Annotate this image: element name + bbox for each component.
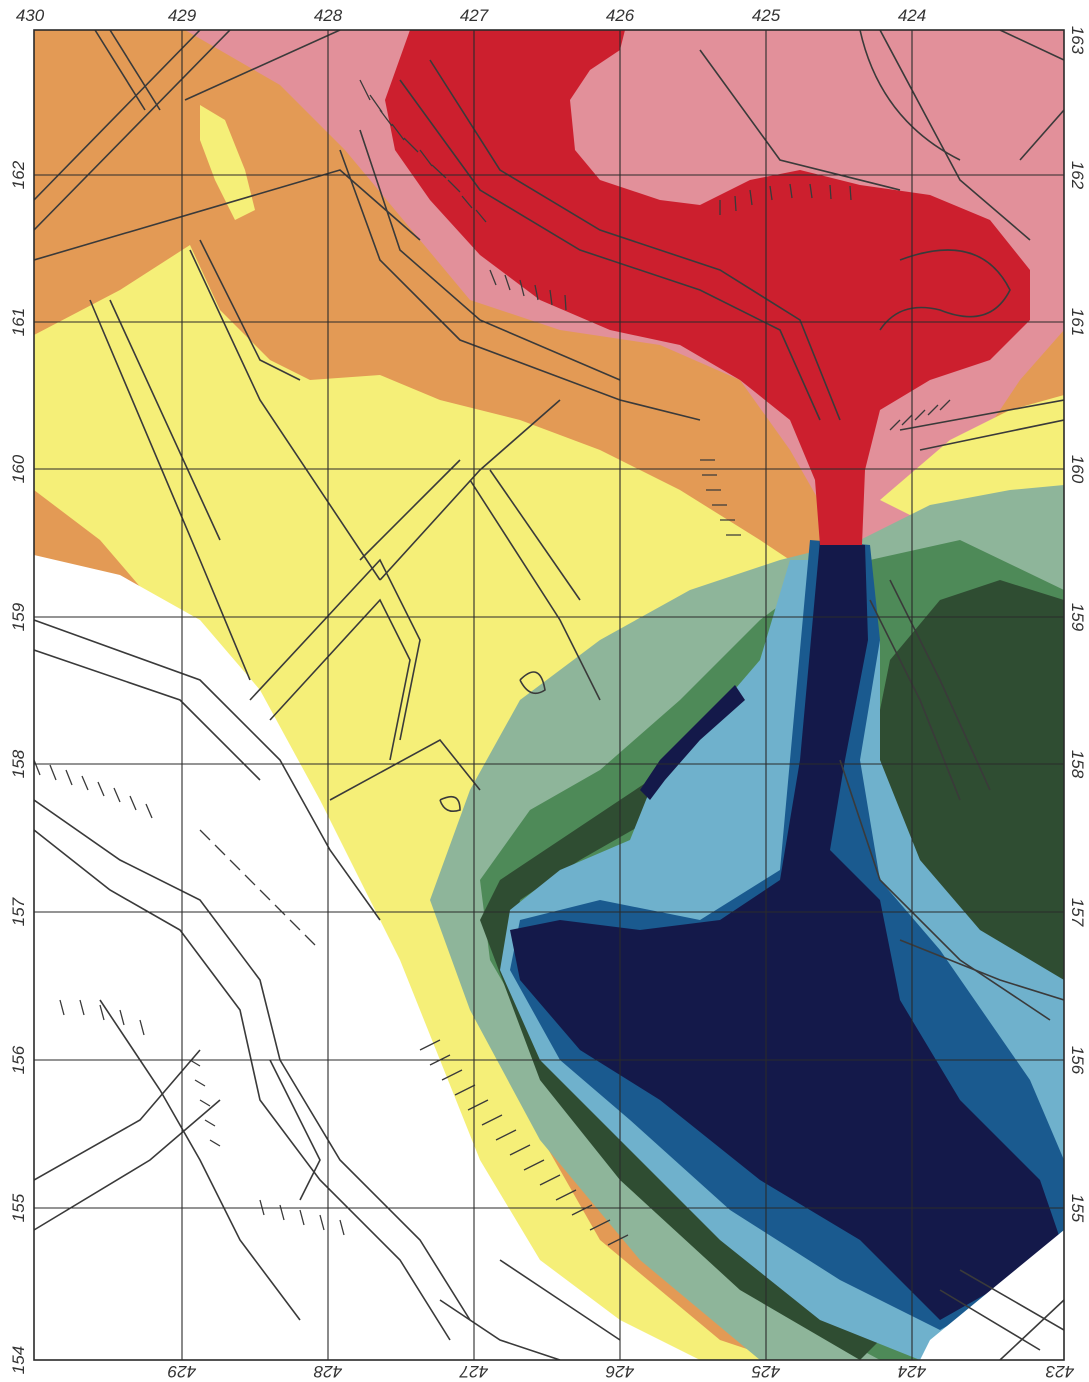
left-tick-label: 160 bbox=[9, 454, 28, 483]
left-tick-label: 158 bbox=[9, 749, 28, 778]
top-tick-label: 427 bbox=[460, 6, 489, 25]
right-tick-label: 159 bbox=[1068, 603, 1087, 632]
left-tick-label: 161 bbox=[9, 308, 28, 336]
top-tick-label: 424 bbox=[898, 6, 926, 25]
left-tick-label: 162 bbox=[9, 160, 28, 189]
zone-navy-finger bbox=[640, 685, 745, 800]
zone-red bbox=[385, 30, 1030, 545]
right-tick-label: 158 bbox=[1068, 750, 1087, 779]
left-tick-label: 157 bbox=[9, 897, 28, 926]
right-tick-label: 157 bbox=[1068, 898, 1087, 927]
map-frame bbox=[33, 29, 1065, 1361]
grid-lines bbox=[34, 30, 1064, 1360]
bottom-tick-label: 426 bbox=[605, 1362, 634, 1381]
right-tick-label: 156 bbox=[1068, 1046, 1087, 1075]
embankment-hatching bbox=[34, 79, 951, 1246]
top-tick-label: 426 bbox=[606, 6, 635, 25]
zone-white-sw bbox=[34, 555, 700, 1360]
zone-white-se bbox=[920, 1230, 1064, 1360]
bottom-tick-label: 423 bbox=[1045, 1362, 1074, 1381]
zone-yellow bbox=[34, 245, 820, 1360]
top-tick-label: 430 bbox=[16, 6, 45, 25]
zone-darkgreen bbox=[870, 580, 1064, 1030]
bottom-tick-label: 429 bbox=[167, 1362, 196, 1381]
right-tick-label: 155 bbox=[1068, 1194, 1087, 1223]
bottom-axis: 429 428 427 426 425 424 423 bbox=[167, 1362, 1074, 1381]
bottom-tick-label: 428 bbox=[313, 1362, 342, 1381]
right-tick-label: 160 bbox=[1068, 455, 1087, 484]
top-tick-label: 429 bbox=[168, 6, 197, 25]
bottom-tick-label: 425 bbox=[751, 1362, 780, 1381]
zone-navy bbox=[510, 540, 1064, 1320]
right-tick-label: 162 bbox=[1068, 161, 1087, 190]
bottom-tick-label: 427 bbox=[459, 1362, 488, 1381]
zone-yellow-east bbox=[880, 395, 1064, 520]
right-tick-label: 161 bbox=[1068, 308, 1087, 336]
bottom-tick-label: 424 bbox=[898, 1362, 926, 1381]
map-area bbox=[34, 30, 1064, 1360]
right-axis: 163 162 161 160 159 158 157 156 155 bbox=[1068, 26, 1087, 1223]
left-tick-label: 159 bbox=[9, 602, 28, 631]
left-axis: 162 161 160 159 158 157 156 155 154 bbox=[9, 160, 28, 1374]
road-lines bbox=[34, 30, 1064, 1360]
left-tick-label: 155 bbox=[9, 1193, 28, 1222]
top-axis: 430 429 428 427 426 425 424 bbox=[16, 6, 926, 25]
left-tick-label: 156 bbox=[9, 1045, 28, 1074]
right-tick-label: 163 bbox=[1068, 26, 1087, 55]
zone-yellow-north bbox=[200, 105, 255, 220]
top-tick-label: 425 bbox=[752, 6, 781, 25]
top-tick-label: 428 bbox=[314, 6, 343, 25]
left-tick-label: 154 bbox=[9, 1346, 28, 1374]
